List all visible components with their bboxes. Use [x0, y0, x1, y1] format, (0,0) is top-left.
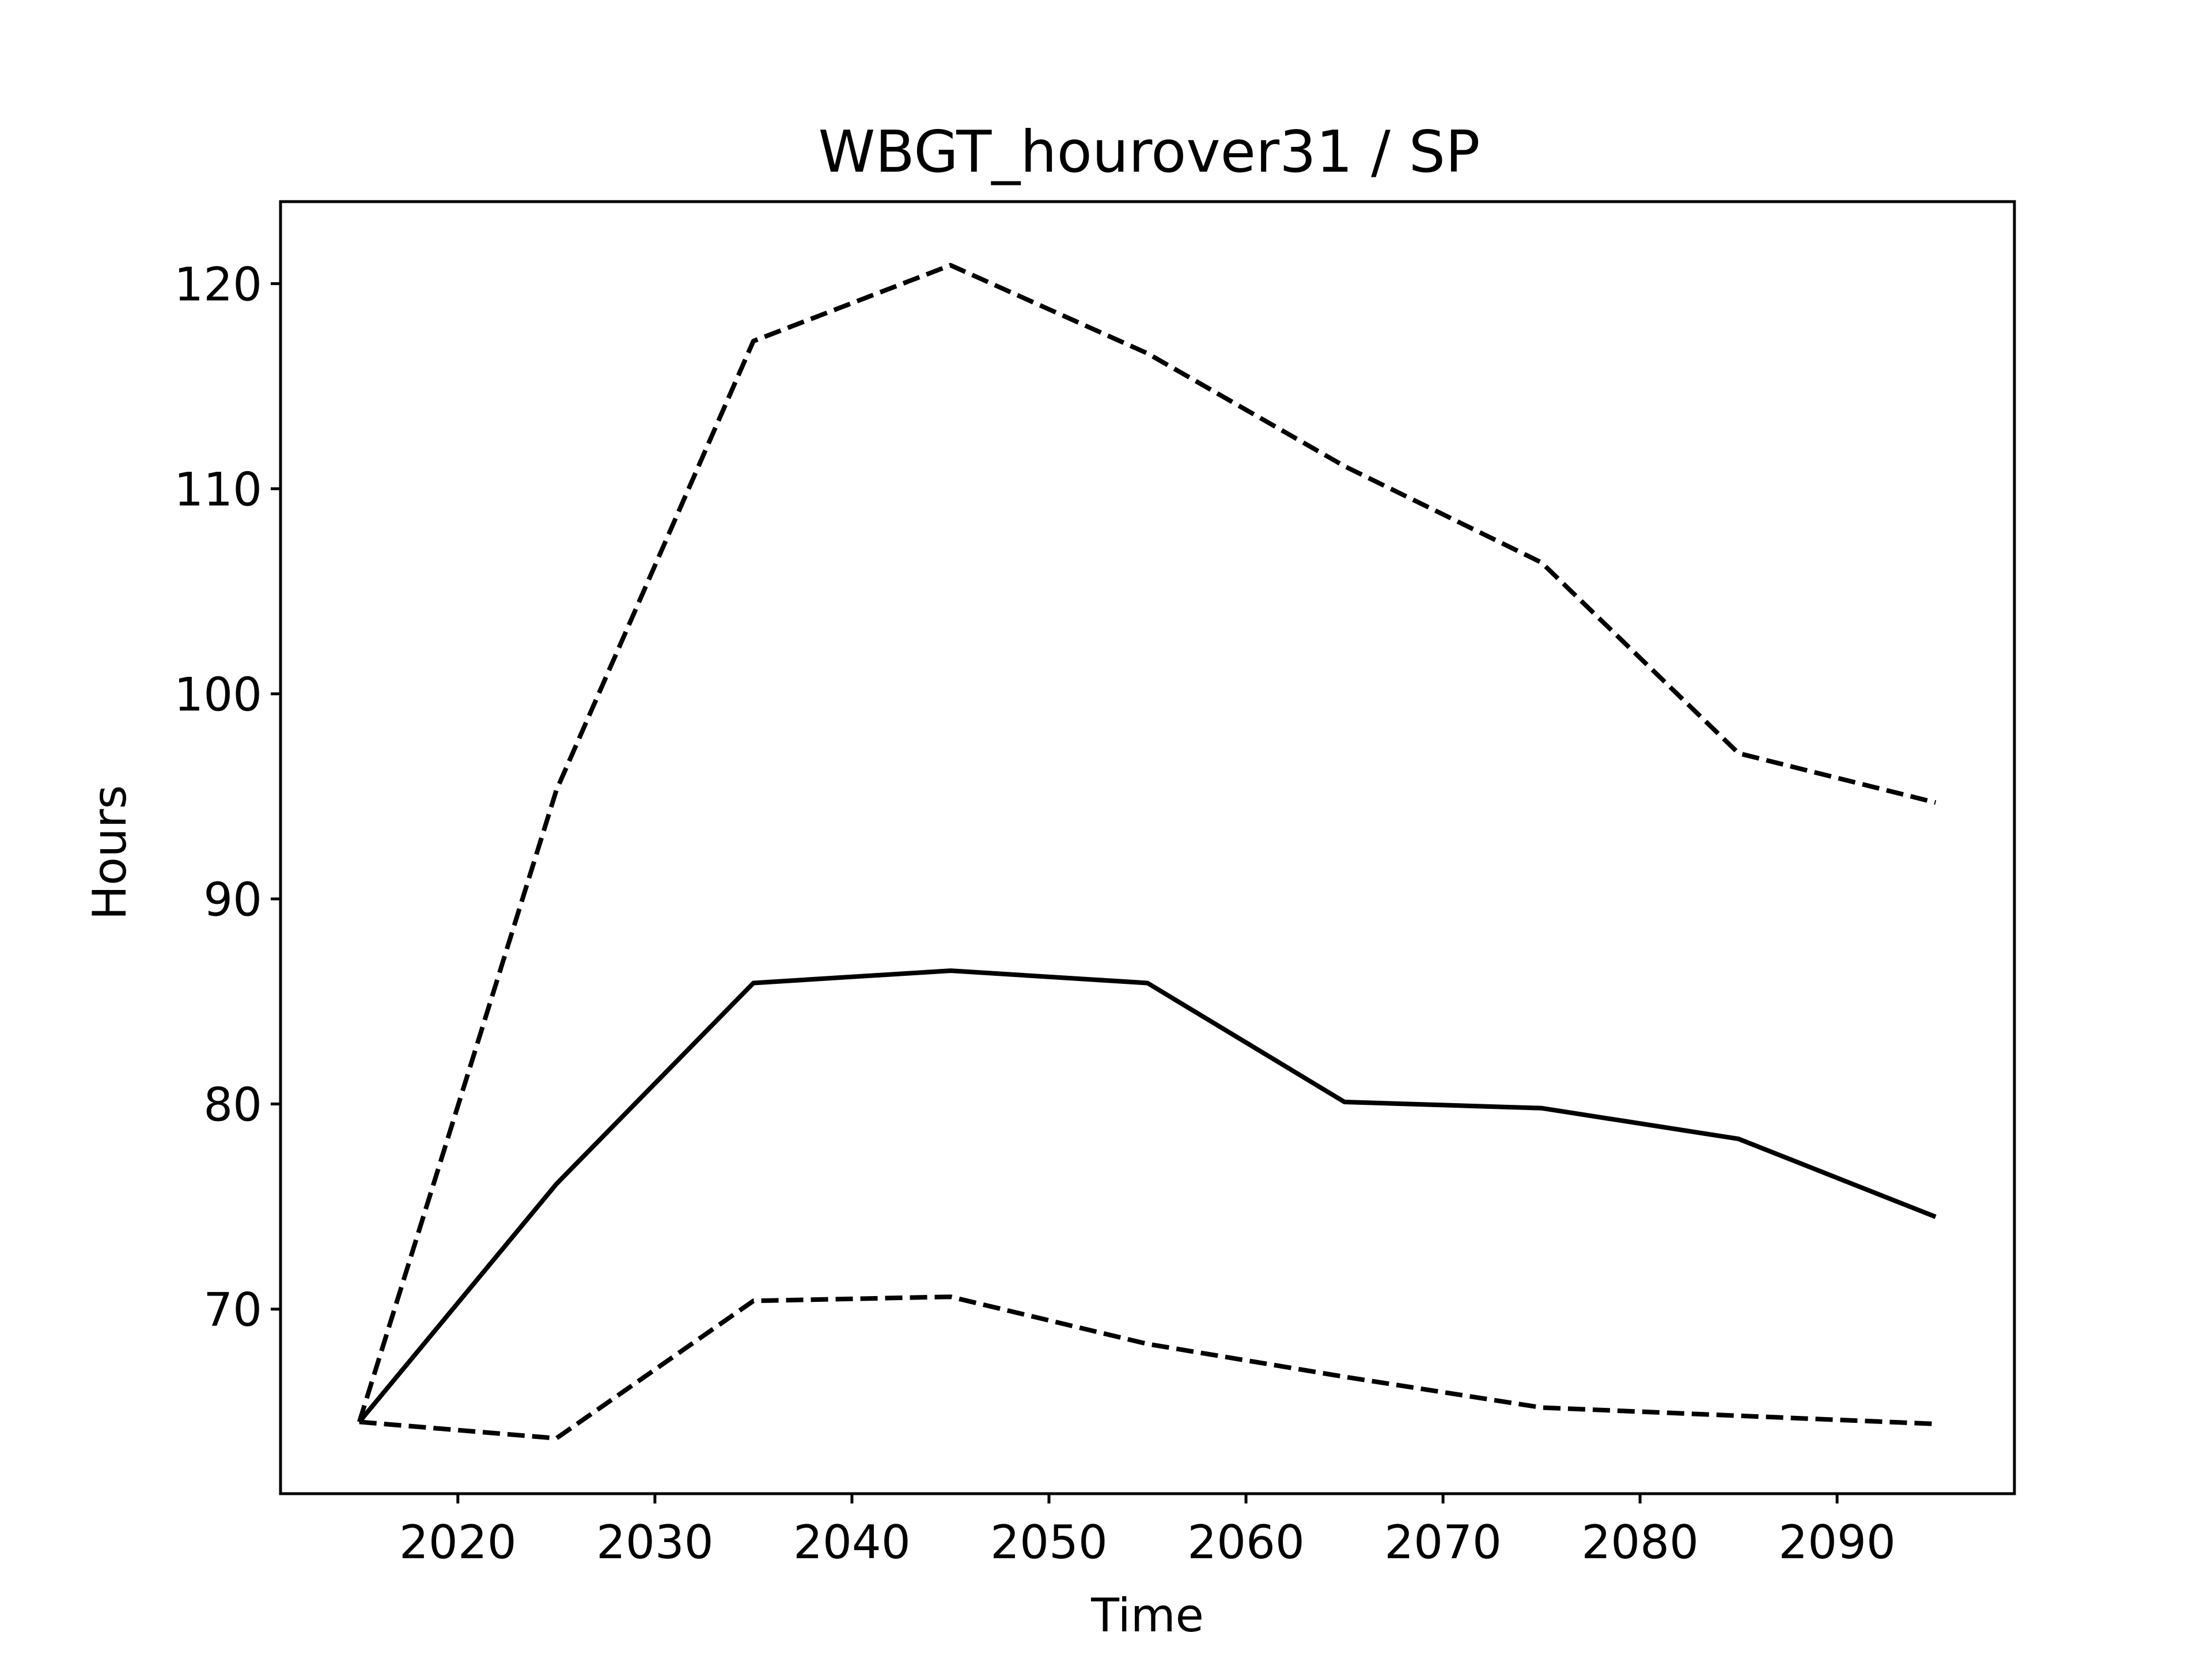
plot-frame	[279, 200, 2016, 1495]
y-tick-label: 90	[203, 873, 262, 927]
x-tick-label: 2090	[1778, 1516, 1896, 1569]
y-tick-label: 110	[174, 463, 262, 516]
x-tick-label: 2040	[793, 1516, 911, 1569]
x-tick-label: 2070	[1384, 1516, 1502, 1569]
y-tick-label: 70	[203, 1283, 262, 1337]
y-axis-label: Hours	[83, 785, 137, 920]
ticks-layer: 2020 2030 2040 2050 2060 2070 2080 2090 70 80 90 10…	[174, 257, 1896, 1569]
y-tick-label: 100	[174, 668, 262, 721]
x-axis-label: Time	[1090, 1589, 1204, 1642]
y-tick-label: 80	[203, 1078, 262, 1132]
series-line-2-solid	[357, 968, 1937, 1423]
chart-title: WBGT_hourover31 / SP	[819, 118, 1480, 185]
series-line-1-dashed	[357, 263, 1937, 1423]
x-tick-label: 2050	[990, 1516, 1108, 1569]
series-line-3-dashed	[359, 1294, 1936, 1441]
series-layer	[357, 263, 1937, 1441]
x-tick-label: 2020	[399, 1516, 517, 1569]
x-tick-label: 2060	[1187, 1516, 1305, 1569]
y-tick-label: 120	[174, 257, 262, 311]
x-tick-label: 2030	[596, 1516, 714, 1569]
x-tick-label: 2080	[1581, 1516, 1699, 1569]
